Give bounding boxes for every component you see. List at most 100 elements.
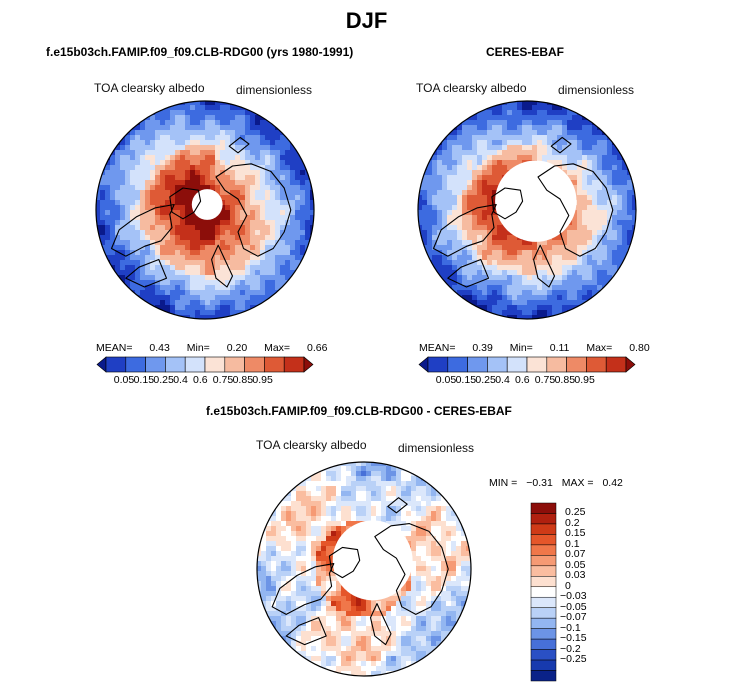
map-cell — [150, 145, 156, 151]
map-cell — [210, 105, 216, 111]
map-cell — [286, 621, 292, 627]
map-cell — [346, 646, 352, 652]
map-cell — [225, 145, 231, 151]
map-cell — [336, 651, 342, 657]
map-cell — [286, 551, 292, 557]
map-cell — [190, 295, 196, 301]
map-cell — [552, 130, 558, 136]
map-cell — [477, 185, 483, 191]
map-cell — [336, 581, 342, 587]
map-cell — [396, 621, 402, 627]
map-cell — [432, 180, 438, 186]
map-cell — [310, 195, 314, 201]
map-cell — [572, 115, 578, 121]
map-cell — [557, 115, 563, 121]
map-cell — [437, 160, 443, 166]
map-cell — [326, 561, 332, 567]
map-cell — [406, 471, 412, 477]
map-cell — [418, 210, 423, 216]
map-cell — [185, 165, 191, 171]
map-cell — [280, 205, 286, 211]
map-cell — [296, 556, 302, 562]
map-cell — [351, 646, 357, 652]
map-cell — [612, 180, 618, 186]
map-cell — [270, 270, 276, 276]
colorbar-swatch — [487, 356, 508, 373]
map-cell — [361, 641, 367, 647]
map-cell — [300, 215, 306, 221]
map-cell — [175, 255, 181, 261]
map-cell — [401, 506, 407, 512]
map-cell — [612, 155, 618, 161]
map-cell — [442, 170, 448, 176]
map-cell — [125, 270, 131, 276]
map-cell — [200, 230, 206, 236]
map-cell — [306, 571, 312, 577]
map-cell — [130, 165, 136, 171]
map-cell — [250, 265, 256, 271]
map-cell — [185, 285, 191, 291]
map-cell — [477, 125, 483, 131]
map-cell — [331, 541, 337, 547]
map-cell — [205, 265, 211, 271]
map-cell — [180, 300, 186, 306]
map-cell — [391, 501, 397, 507]
map-cell — [462, 195, 468, 201]
map-cell — [426, 516, 432, 522]
map-cell — [552, 115, 558, 121]
map-cell — [321, 511, 327, 517]
map-cell — [115, 200, 121, 206]
map-cell — [230, 200, 236, 206]
map-cell — [260, 155, 266, 161]
map-cell — [130, 190, 136, 196]
map-cell — [422, 190, 428, 196]
map-cell — [301, 516, 307, 522]
map-cell — [205, 145, 211, 151]
map-cell — [487, 220, 493, 226]
map-cell — [346, 666, 352, 672]
map-cell — [381, 506, 387, 512]
map-cell — [467, 290, 473, 296]
map-cell — [612, 230, 618, 236]
map-cell — [451, 521, 457, 527]
map-cell — [547, 135, 553, 141]
map-cell — [577, 275, 583, 281]
map-cell — [140, 150, 146, 156]
map-cell — [462, 125, 468, 131]
map-cell — [316, 486, 322, 492]
map-cell — [155, 250, 161, 256]
map-cell — [437, 185, 443, 191]
map-cell — [418, 225, 423, 231]
map-cell — [512, 135, 518, 141]
map-cell — [527, 290, 533, 296]
map-cell — [331, 596, 337, 602]
map-cell — [567, 225, 573, 231]
map-cell — [135, 220, 141, 226]
map-cell — [447, 165, 453, 171]
map-cell — [562, 240, 568, 246]
map-cell — [462, 145, 468, 151]
map-cell — [215, 240, 221, 246]
map-cell — [280, 175, 286, 181]
map-cell — [597, 270, 603, 276]
map-cell — [271, 566, 277, 572]
colorbar-swatch — [165, 356, 186, 373]
colorbar-tick-label: 0.25 — [153, 374, 174, 386]
map-cell — [386, 631, 392, 637]
map-cell — [381, 601, 387, 607]
map-cell — [447, 205, 453, 211]
map-cell — [205, 110, 211, 116]
map-cell — [326, 626, 332, 632]
map-cell — [597, 265, 603, 271]
map-cell — [265, 280, 271, 286]
map-cell — [321, 606, 327, 612]
map-cell — [472, 185, 478, 191]
map-cell — [336, 496, 342, 502]
map-cell — [336, 491, 342, 497]
map-cell — [200, 250, 206, 256]
map-cell — [522, 105, 528, 111]
map-cell — [432, 205, 438, 211]
map-cell — [205, 270, 211, 276]
map-cell — [311, 501, 317, 507]
map-cell — [175, 195, 181, 201]
